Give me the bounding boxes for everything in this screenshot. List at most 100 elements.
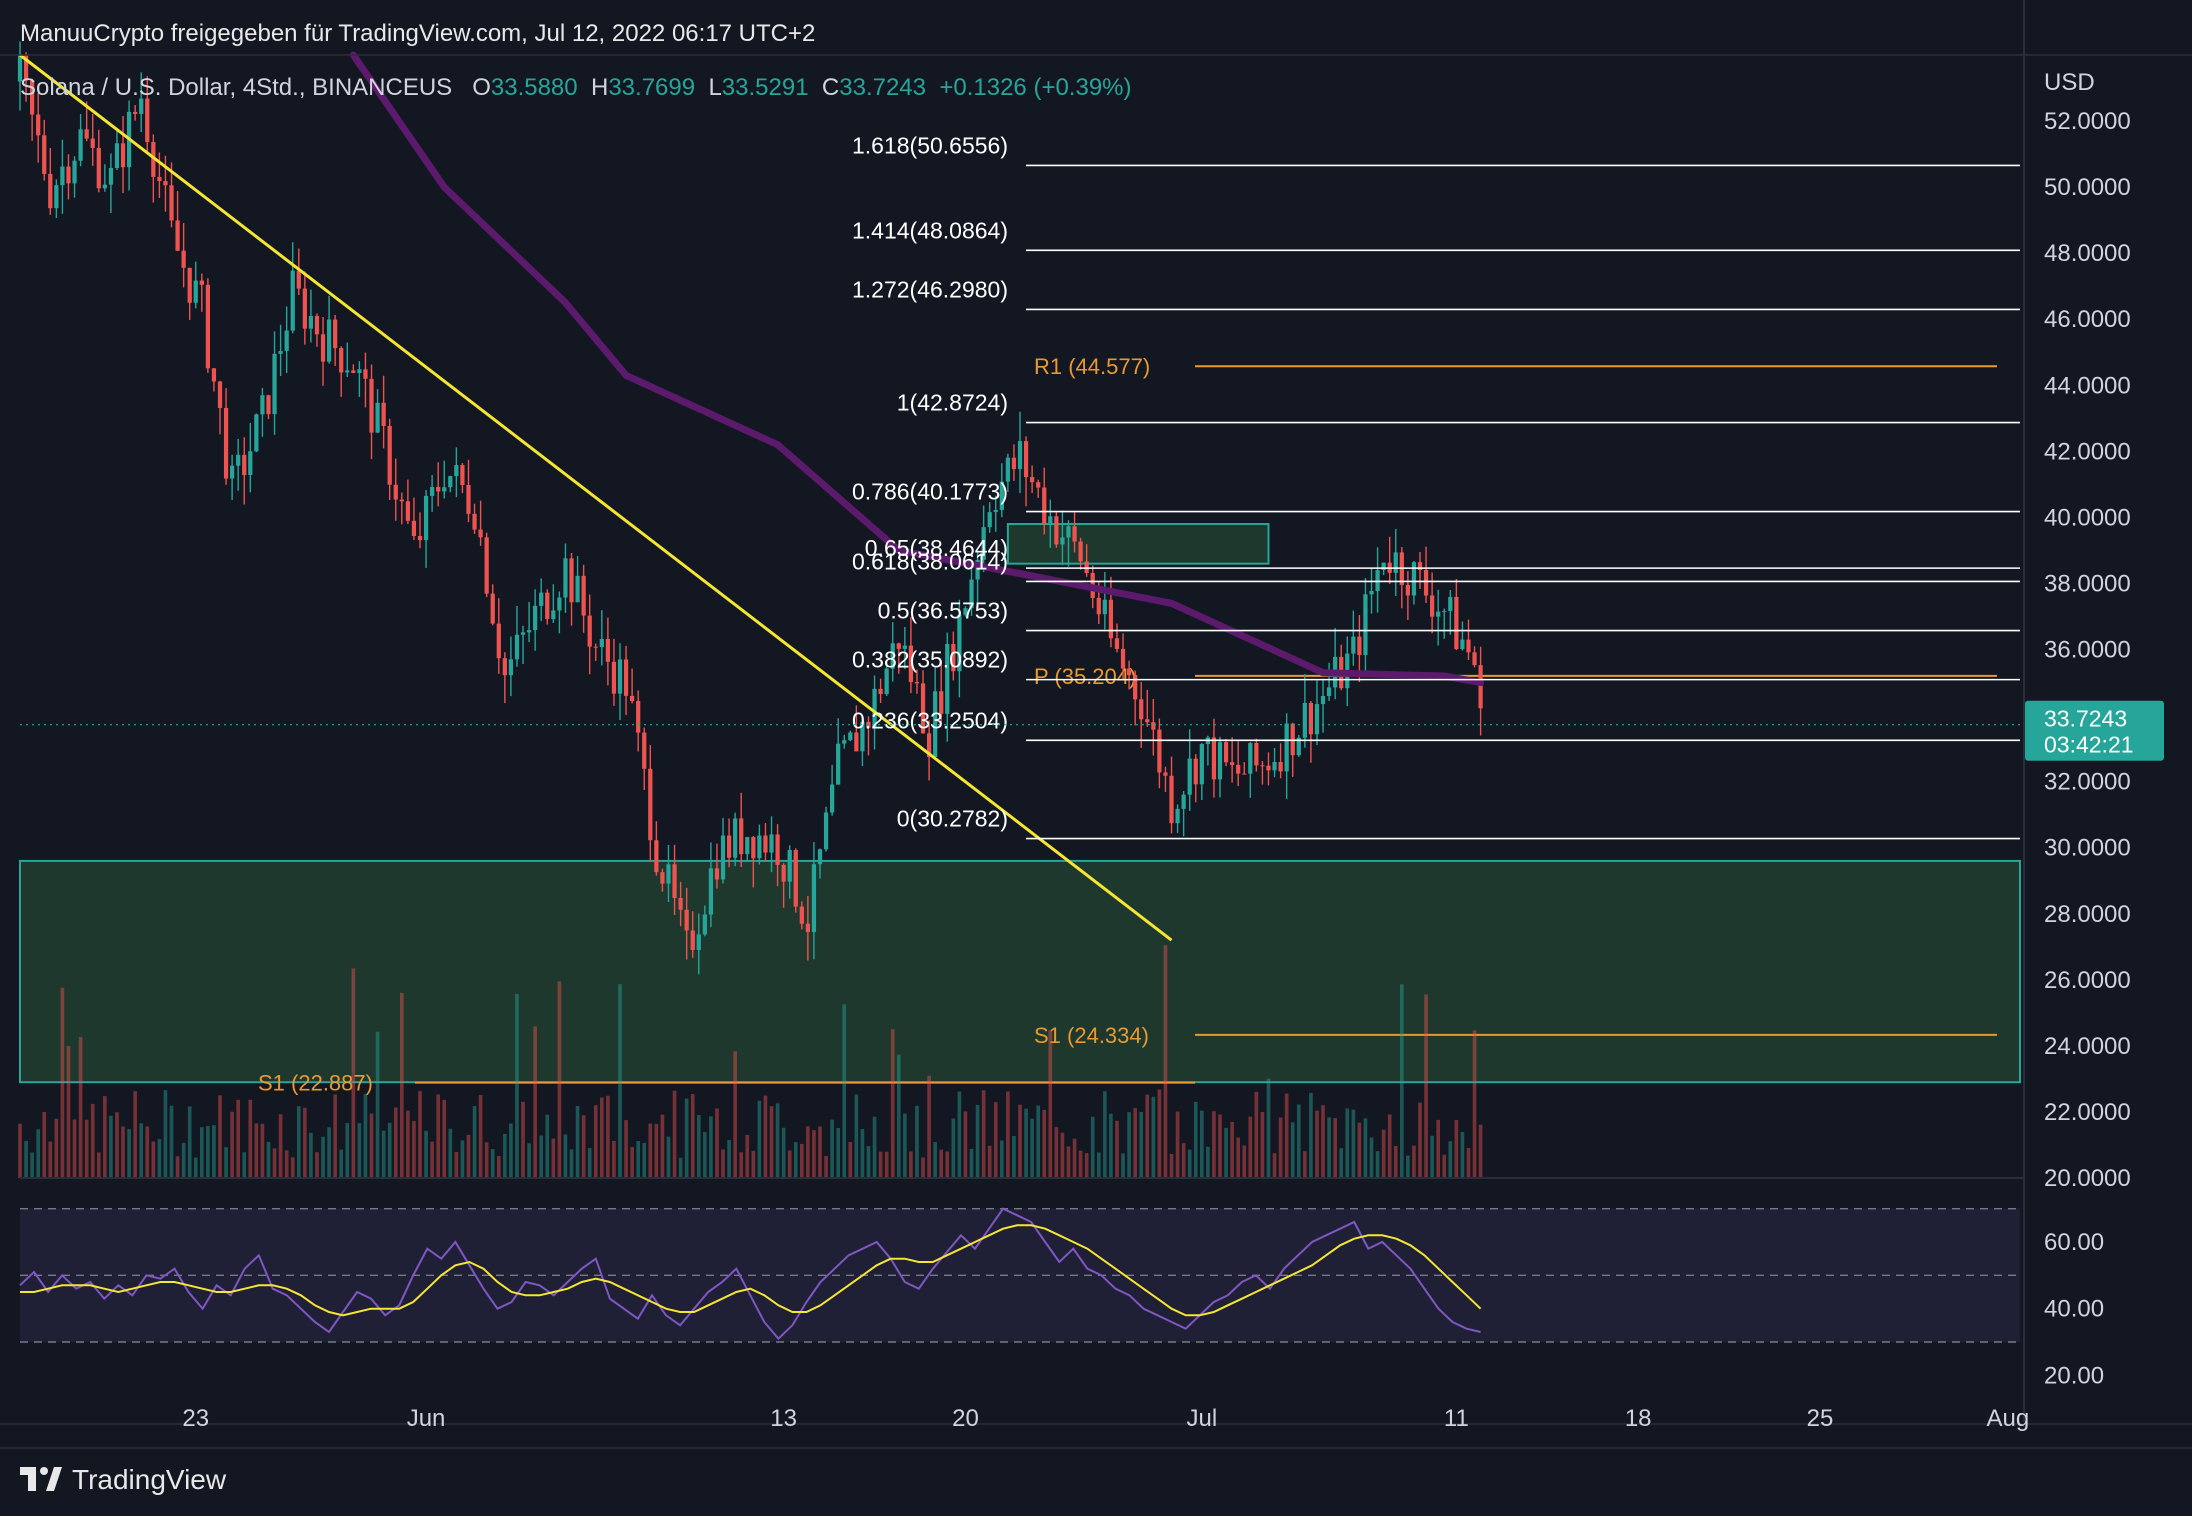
moving-average-line bbox=[349, 51, 1485, 687]
volume-bar bbox=[369, 1113, 374, 1178]
candle-body bbox=[1230, 762, 1235, 765]
candle-body bbox=[878, 688, 883, 695]
volume-bar bbox=[1224, 1127, 1228, 1178]
candle-body bbox=[939, 691, 944, 714]
candle-body bbox=[296, 270, 301, 289]
volume-bar bbox=[200, 1127, 204, 1178]
volume-bar bbox=[1260, 1111, 1265, 1178]
candle-body bbox=[60, 166, 65, 186]
volume-bar bbox=[454, 1152, 459, 1178]
price-axis-tick: 28.0000 bbox=[2044, 901, 2131, 928]
volume-bar bbox=[1115, 1120, 1119, 1178]
candle-body bbox=[351, 370, 356, 373]
volume-bar bbox=[406, 1110, 410, 1178]
volume-bar bbox=[254, 1123, 259, 1178]
candle-body bbox=[1284, 723, 1289, 772]
volume-bar bbox=[1400, 984, 1404, 1178]
candle-body bbox=[1448, 596, 1453, 612]
candle-body bbox=[1236, 764, 1241, 774]
volume-bar bbox=[1284, 1093, 1289, 1178]
trendline[interactable] bbox=[19, 53, 1173, 942]
fib-level-label: 0.5(36.5753) bbox=[878, 598, 1008, 624]
time-axis-tick: 11 bbox=[1444, 1405, 1469, 1432]
candle-body bbox=[514, 634, 520, 660]
volume-bars bbox=[18, 945, 1483, 1178]
candle-body bbox=[1411, 562, 1417, 596]
candle-body bbox=[1242, 773, 1247, 775]
candle-body bbox=[902, 645, 907, 649]
rsi-axis-tick: 20.00 bbox=[2044, 1362, 2104, 1389]
volume-bar bbox=[1387, 1114, 1392, 1178]
volume-bar bbox=[751, 1150, 756, 1178]
candle-body bbox=[369, 378, 374, 433]
volume-bar bbox=[787, 1150, 792, 1178]
candle-body bbox=[417, 535, 423, 541]
volume-bar bbox=[1212, 1111, 1216, 1178]
volume-bar bbox=[1042, 1109, 1047, 1178]
candle-body bbox=[1042, 487, 1047, 524]
candle-body bbox=[90, 138, 95, 148]
volume-bar bbox=[842, 1004, 847, 1178]
candle-body bbox=[314, 316, 320, 335]
volume-bar bbox=[1460, 1131, 1465, 1178]
candle-body bbox=[345, 370, 350, 373]
volume-bar bbox=[1369, 1137, 1374, 1178]
volume-bar bbox=[945, 1151, 950, 1178]
candle-body bbox=[284, 330, 289, 351]
candle-body bbox=[672, 864, 677, 899]
candle-body bbox=[260, 395, 265, 415]
volume-bar bbox=[48, 1141, 53, 1178]
volume-bar bbox=[1345, 1108, 1350, 1178]
fib-level-label: 1.618(50.6556) bbox=[852, 132, 1008, 158]
volume-bar bbox=[478, 1094, 483, 1178]
volume-bar bbox=[175, 1156, 180, 1178]
volume-bar bbox=[193, 1157, 198, 1178]
volume-bar bbox=[1048, 1030, 1053, 1178]
volume-bar bbox=[466, 1134, 471, 1178]
candle-body bbox=[460, 465, 465, 485]
pivot-label-r1: R1 (44.577) bbox=[1034, 354, 1150, 379]
pivot-label-s1: S1 (24.334) bbox=[1034, 1023, 1149, 1048]
volume-bar bbox=[1357, 1122, 1362, 1178]
candle-body bbox=[1023, 441, 1029, 478]
candle-body bbox=[217, 381, 223, 408]
candle-body bbox=[1078, 541, 1083, 562]
candle-body bbox=[1157, 729, 1162, 773]
volume-bar bbox=[1018, 1104, 1022, 1178]
volume-bar bbox=[212, 1125, 216, 1178]
candle-body bbox=[769, 834, 774, 853]
volume-bar bbox=[109, 1115, 113, 1178]
candle-body bbox=[951, 644, 956, 672]
volume-bar bbox=[393, 1107, 398, 1178]
current-price-countdown: 03:42:21 bbox=[2044, 732, 2134, 758]
price-axis-tick: 40.0000 bbox=[2044, 504, 2131, 531]
volume-bar bbox=[909, 1151, 913, 1178]
volume-bar bbox=[139, 1123, 144, 1178]
candle-body bbox=[1163, 772, 1168, 776]
volume-bar bbox=[430, 1141, 434, 1178]
volume-bar bbox=[890, 1029, 895, 1178]
volume-bar bbox=[309, 1132, 313, 1178]
candle-body bbox=[872, 688, 877, 728]
candle-body bbox=[1175, 808, 1180, 824]
candle-body bbox=[1151, 722, 1156, 730]
candle-body bbox=[114, 143, 120, 169]
candle-body bbox=[54, 185, 59, 209]
candle-body bbox=[17, 55, 23, 82]
candle-body bbox=[775, 834, 780, 865]
candle-body bbox=[466, 484, 471, 514]
volume-bar bbox=[303, 1107, 307, 1178]
legend-low-label: L bbox=[708, 74, 722, 101]
candle-body bbox=[999, 481, 1004, 510]
price-axis-tick: 30.0000 bbox=[2044, 835, 2131, 862]
candle-body bbox=[223, 407, 229, 479]
candle-body bbox=[1169, 775, 1174, 824]
candle-body bbox=[23, 55, 29, 81]
tradingview-logo[interactable]: TradingView bbox=[20, 1462, 226, 1498]
candle-body bbox=[1254, 742, 1259, 766]
candle-body bbox=[290, 270, 295, 331]
candle-body bbox=[448, 476, 453, 488]
volume-bar bbox=[436, 1094, 440, 1178]
candle-body bbox=[1351, 636, 1356, 654]
